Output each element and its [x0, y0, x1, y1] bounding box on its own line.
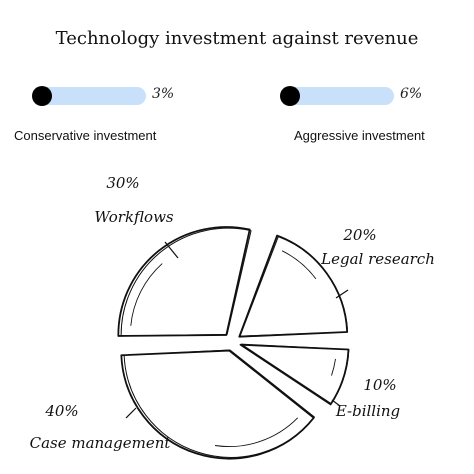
slice-name-label: Legal research — [320, 250, 435, 268]
slider-track[interactable] — [38, 87, 146, 105]
slice-percent-label: 10% — [363, 376, 396, 394]
slider-knob[interactable] — [32, 86, 52, 106]
slider-track[interactable] — [286, 87, 394, 105]
slice-percent-label: 30% — [106, 174, 139, 192]
pie-slice-case-management — [123, 349, 315, 458]
pie-slice-e-billing — [240, 343, 350, 405]
slice-sketch-line — [331, 358, 336, 376]
label-tick — [331, 399, 341, 407]
slider-knob[interactable] — [280, 86, 300, 106]
slice-name-label: Case management — [30, 434, 172, 452]
slice-name-label: E-billing — [335, 402, 400, 420]
slider-label: Conservative investment — [14, 128, 157, 143]
label-tick — [335, 289, 349, 299]
label-tick — [125, 407, 137, 419]
slice-percent-label: 40% — [44, 402, 78, 420]
label-tick — [164, 241, 179, 259]
pie-slice-workflows — [117, 226, 251, 337]
pie-slice-legal-research — [239, 236, 349, 337]
slice-name-label: Workflows — [94, 208, 174, 226]
pie-slice-workflows — [120, 227, 252, 337]
slice-percent-label: 20% — [342, 226, 376, 244]
slice-sketch-line — [130, 263, 163, 326]
slider-value: 3% — [152, 86, 175, 102]
slice-sketch-line — [214, 417, 299, 448]
slice-sketch-line — [281, 250, 317, 280]
slider-label: Aggressive investment — [294, 128, 425, 143]
slider-value: 6% — [400, 86, 423, 102]
page-title: Technology investment against revenue — [55, 28, 419, 49]
